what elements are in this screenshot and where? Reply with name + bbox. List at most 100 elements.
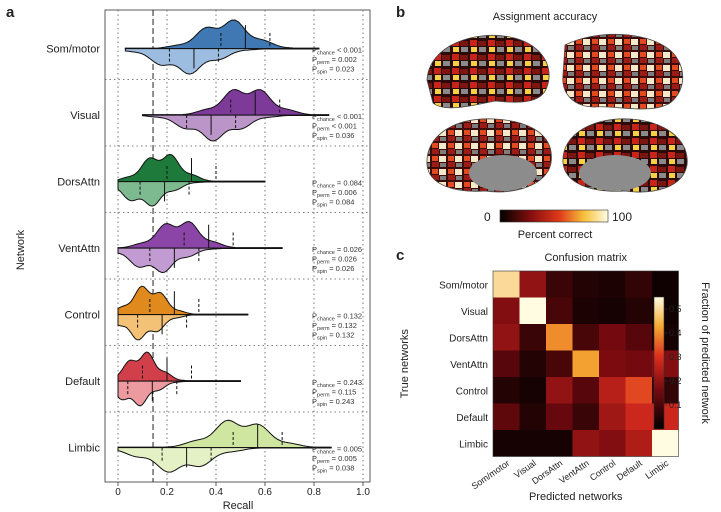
colorbar-title: Percent correct — [517, 229, 593, 241]
violin-top-Default — [117, 351, 241, 382]
matrix-cell — [546, 324, 573, 351]
brain-lateral-right — [562, 33, 683, 110]
violin-top-Limbic — [117, 419, 332, 449]
matrix-cell — [546, 377, 573, 404]
violin-bottom-Limbic — [117, 447, 332, 473]
violin-bottom-DorsAttn — [117, 181, 266, 207]
matrix-cell — [546, 403, 573, 430]
colorbar-tick-label: 0.5 — [669, 304, 682, 314]
y-axis-label: True networks — [399, 329, 411, 399]
network-label: VentAttn — [58, 243, 100, 255]
matrix-cell — [546, 350, 573, 377]
x-tick-label: 0 — [115, 487, 121, 498]
x-tick-label: 0.2 — [160, 487, 174, 498]
panel-label-a: a — [6, 4, 15, 21]
matrix-cell — [493, 297, 520, 324]
p-value: Pperm = 0.005 — [312, 454, 357, 465]
column-label: Som/motor — [470, 458, 512, 491]
matrix-cell — [625, 271, 652, 298]
x-axis-label: Recall — [223, 500, 254, 512]
p-value: Pperm = 0.006 — [312, 188, 357, 199]
network-label: Som/motor — [46, 44, 100, 56]
network-label: Visual — [70, 110, 100, 122]
matrix-cell — [572, 403, 599, 430]
matrix-cell — [572, 297, 599, 324]
violin-top-Control — [117, 285, 249, 316]
y-axis-label: Network — [15, 229, 27, 270]
violin-top-Som/motor — [124, 19, 320, 50]
matrix-cell — [652, 430, 679, 457]
matrix-cell — [493, 377, 520, 404]
row-label: Visual — [461, 307, 488, 318]
accuracy-colorbar — [499, 209, 609, 223]
matrix-cell — [599, 377, 626, 404]
network-label: DorsAttn — [57, 177, 100, 189]
matrix-cell — [599, 271, 626, 298]
violin-bottom-VentAttn — [117, 247, 283, 274]
p-value: Pspin = 0.243 — [312, 397, 354, 408]
brain-medial-left — [426, 118, 552, 193]
matrix-cell — [599, 430, 626, 457]
brain-medial-right — [562, 118, 688, 193]
panel-label-c: c — [396, 247, 405, 264]
colorbar-tick-label: 0.2 — [669, 376, 682, 386]
matrix-cell — [546, 430, 573, 457]
matrix-cell — [493, 350, 520, 377]
matrix-cell — [599, 403, 626, 430]
matrix-cell — [625, 377, 652, 404]
matrix-cell — [625, 350, 652, 377]
p-value: Pchance = 0.084 — [312, 179, 362, 190]
matrix-cell — [652, 271, 679, 298]
matrix-cell — [493, 271, 520, 298]
violin-top-VentAttn — [117, 220, 283, 249]
panel-label-b: b — [396, 4, 406, 21]
column-label: Control — [588, 458, 618, 483]
p-value: Pspin = 0.038 — [312, 464, 354, 475]
x-axis-label: Predicted networks — [529, 491, 623, 503]
p-value: Pperm = 0.002 — [312, 55, 357, 66]
matrix-cell — [493, 403, 520, 430]
brain-lateral-left — [426, 34, 550, 109]
matrix-cell — [625, 430, 652, 457]
p-value: Pspin = 0.023 — [312, 65, 354, 76]
matrix-cell — [519, 324, 546, 351]
p-value: Pperm = 0.132 — [312, 321, 357, 332]
colorbar-max-label: 100 — [612, 210, 633, 224]
matrix-cell — [546, 271, 573, 298]
network-label: Control — [65, 310, 100, 322]
p-value: Pchance < 0.001 — [312, 46, 362, 57]
violin-top-Visual — [142, 88, 330, 116]
matrix-cell — [572, 430, 599, 457]
row-label: Som/motor — [439, 280, 489, 291]
matrix-cell — [546, 297, 573, 324]
matrix-cell — [519, 297, 546, 324]
violin-bottom-Som/motor — [124, 48, 320, 75]
p-value: Pchance = 0.026 — [312, 245, 362, 256]
p-value: Pperm = 0.115 — [312, 388, 356, 399]
confusion-colorbar — [653, 296, 665, 430]
confusion-matrix: Confusion matrixSom/motorVisualDorsAttnV… — [399, 252, 711, 503]
row-label: DorsAttn — [449, 333, 488, 344]
colorbar-label: Fraction of predicted network — [699, 282, 711, 424]
matrix-cell — [519, 403, 546, 430]
network-label: Default — [65, 376, 100, 388]
colorbar-tick-label: 0.1 — [669, 400, 682, 410]
matrix-cell — [572, 324, 599, 351]
matrix-cell — [519, 271, 546, 298]
p-value: Pspin = 0.026 — [312, 264, 354, 275]
matrix-cell — [599, 324, 626, 351]
p-value: Pchance < 0.001 — [312, 112, 362, 123]
p-value: Pchance = 0.005 — [312, 445, 362, 456]
brain-surface-maps — [426, 33, 688, 193]
colorbar-min-label: 0 — [484, 210, 491, 224]
matrix-frame — [492, 270, 679, 457]
column-label: VentAttn — [557, 458, 591, 486]
x-tick-label: 0.6 — [258, 487, 272, 498]
matrix-cell — [625, 403, 652, 430]
p-value: Pspin = 0.036 — [312, 131, 354, 142]
column-label: DorsAttn — [530, 458, 564, 486]
plot-frame — [104, 9, 371, 483]
matrix-cell — [599, 350, 626, 377]
matrix-cell — [493, 430, 520, 457]
